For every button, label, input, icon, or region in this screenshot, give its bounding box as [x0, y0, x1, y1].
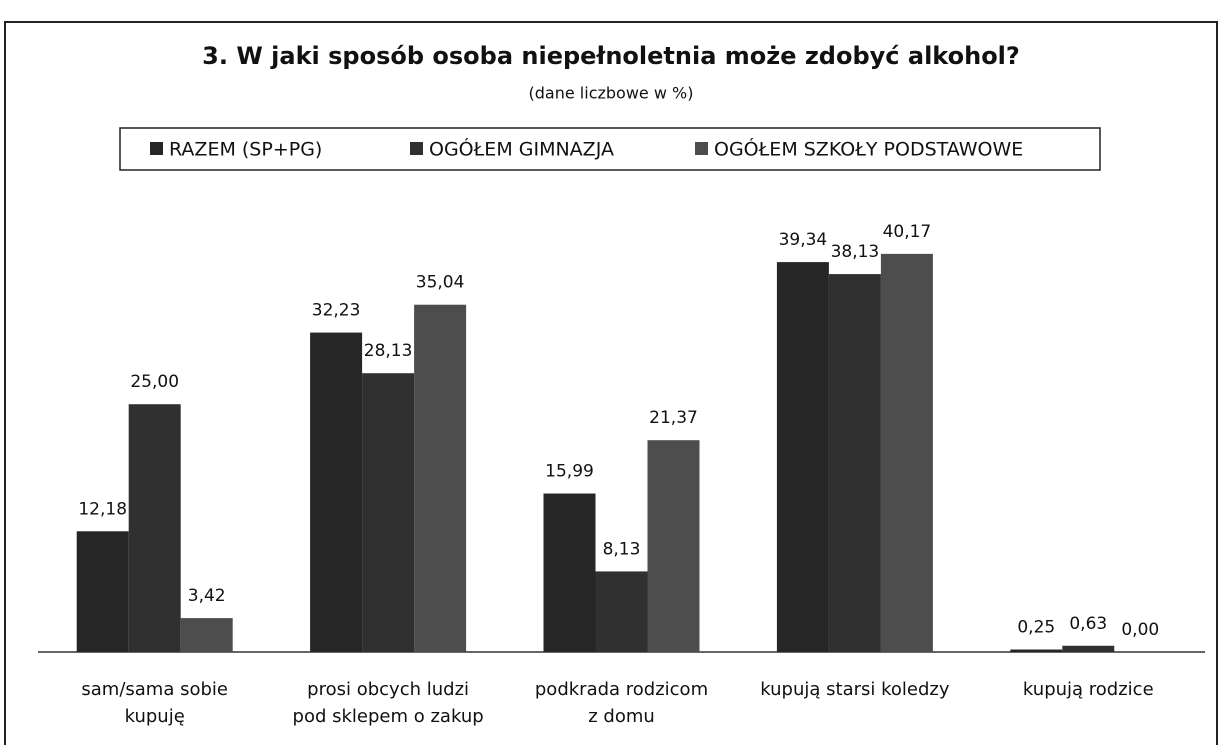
value-label: 3,42 — [188, 586, 226, 606]
bar — [414, 304, 467, 652]
x-tick-label: pod sklepem o zakup — [293, 706, 484, 727]
bar — [180, 618, 233, 652]
value-label: 15,99 — [545, 462, 594, 482]
bar — [128, 404, 181, 652]
legend-label: RAZEM (SP+PG) — [169, 139, 322, 161]
x-tick-label: prosi obcych ludzi — [307, 679, 469, 700]
bar — [776, 262, 829, 652]
value-label: 0,63 — [1069, 614, 1107, 634]
x-tick-label: kupują rodzice — [1023, 679, 1154, 700]
legend-swatch — [410, 142, 423, 155]
bar — [595, 571, 648, 652]
bar — [543, 493, 596, 652]
value-label: 32,23 — [312, 301, 361, 321]
value-label: 38,13 — [831, 242, 880, 262]
bar — [1010, 649, 1063, 652]
x-tick-label: z domu — [588, 706, 655, 727]
bar — [76, 531, 129, 652]
value-label: 39,34 — [779, 230, 828, 250]
chart-title: 3. W jaki sposób osoba niepełnoletnia mo… — [202, 42, 1020, 70]
value-label: 0,25 — [1017, 618, 1055, 638]
value-label: 40,17 — [883, 222, 932, 242]
bar — [647, 440, 700, 652]
chart-subtitle: (dane liczbowe w %) — [529, 84, 694, 103]
x-tick-label: kupuję — [125, 706, 185, 727]
chart-frame — [4, 21, 1218, 745]
bar — [828, 274, 881, 652]
legend-swatch — [695, 142, 708, 155]
bar — [362, 373, 415, 652]
x-tick-label: podkrada rodzicom — [535, 679, 708, 700]
value-label: 21,37 — [649, 408, 698, 428]
value-label: 35,04 — [416, 273, 465, 293]
value-label: 28,13 — [364, 341, 413, 361]
value-label: 0,00 — [1121, 620, 1159, 640]
value-label: 12,18 — [78, 499, 127, 519]
x-tick-label: sam/sama sobie — [81, 679, 228, 700]
bar — [880, 253, 933, 652]
bar — [1062, 645, 1115, 652]
legend-swatch — [150, 142, 163, 155]
legend-box — [119, 127, 1101, 171]
value-label: 25,00 — [130, 372, 179, 392]
x-tick-label: kupują starsi koledzy — [760, 679, 950, 700]
value-label: 8,13 — [603, 539, 641, 559]
bar — [310, 332, 363, 652]
legend-label: OGÓŁEM GIMNAZJA — [429, 137, 614, 161]
legend-label: OGÓŁEM SZKOŁY PODSTAWOWE — [714, 137, 1023, 161]
